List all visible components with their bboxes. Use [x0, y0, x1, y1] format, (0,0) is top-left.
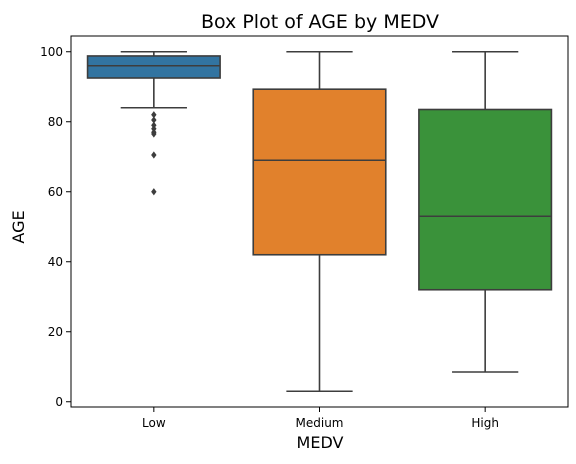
box-low: Low [86, 50, 221, 430]
outlier-point [151, 111, 157, 119]
outlier-point [151, 151, 157, 159]
y-tick-label: 0 [55, 395, 63, 409]
plot-area: Low Medium High 0 20 40 60 80 100 [40, 35, 569, 430]
box-iqr [86, 55, 221, 79]
outlier-point [151, 130, 157, 138]
x-tick-label: Low [142, 416, 166, 430]
box-iqr [418, 108, 553, 291]
y-axis-label: AGE [9, 210, 28, 243]
y-tick-label: 80 [48, 115, 63, 129]
outlier-point [151, 188, 157, 196]
x-tick-label: Medium [296, 416, 344, 430]
x-axis-label: MEDV [297, 433, 344, 452]
x-tick-label: High [471, 416, 499, 430]
outlier-point [151, 116, 157, 124]
y-tick-label: 40 [48, 255, 63, 269]
y-tick-label: 100 [40, 45, 63, 59]
plot-frame [70, 35, 569, 408]
box-high: High [418, 50, 553, 430]
y-tick-label: 60 [48, 185, 63, 199]
chart-title: Box Plot of AGE by MEDV [201, 11, 439, 33]
box-medium: Medium [252, 50, 387, 430]
y-tick-label: 20 [48, 325, 63, 339]
box-iqr [252, 88, 387, 256]
